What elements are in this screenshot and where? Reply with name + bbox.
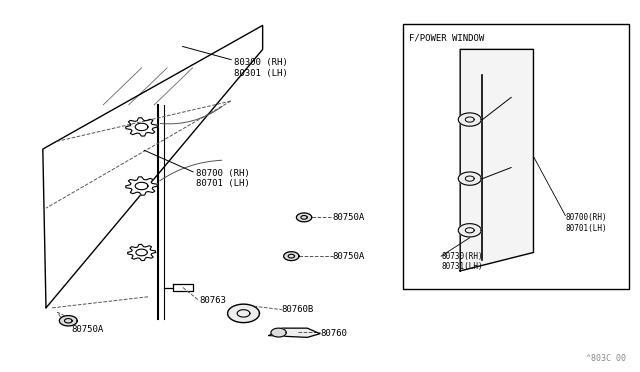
Text: 80750A: 80750A [72, 326, 104, 334]
Text: 80763: 80763 [199, 296, 226, 305]
Polygon shape [135, 123, 148, 131]
Bar [403, 23, 629, 289]
Polygon shape [296, 213, 312, 222]
Polygon shape [127, 244, 156, 260]
Text: ^803C 00: ^803C 00 [586, 354, 626, 363]
Polygon shape [228, 304, 259, 323]
Polygon shape [460, 49, 534, 271]
Polygon shape [60, 315, 77, 326]
Polygon shape [136, 249, 147, 256]
Polygon shape [271, 328, 286, 337]
Text: 80730(RH)
80731(LH): 80730(RH) 80731(LH) [441, 252, 483, 272]
Text: 80750A: 80750A [333, 213, 365, 222]
Polygon shape [125, 118, 157, 136]
Text: 80300 (RH)
80301 (LH): 80300 (RH) 80301 (LH) [234, 58, 288, 77]
Polygon shape [284, 252, 299, 260]
Text: 80700(RH)
80701(LH): 80700(RH) 80701(LH) [565, 213, 607, 232]
Polygon shape [458, 224, 481, 237]
Text: 80700 (RH)
80701 (LH): 80700 (RH) 80701 (LH) [196, 169, 250, 188]
Text: 80760: 80760 [320, 329, 347, 338]
Polygon shape [125, 177, 157, 195]
Text: 80750A: 80750A [333, 251, 365, 261]
Polygon shape [135, 182, 148, 190]
Polygon shape [269, 328, 320, 337]
Polygon shape [458, 113, 481, 126]
Text: 80760B: 80760B [282, 305, 314, 314]
Text: F/POWER WINDOW: F/POWER WINDOW [409, 34, 484, 43]
Polygon shape [458, 172, 481, 185]
